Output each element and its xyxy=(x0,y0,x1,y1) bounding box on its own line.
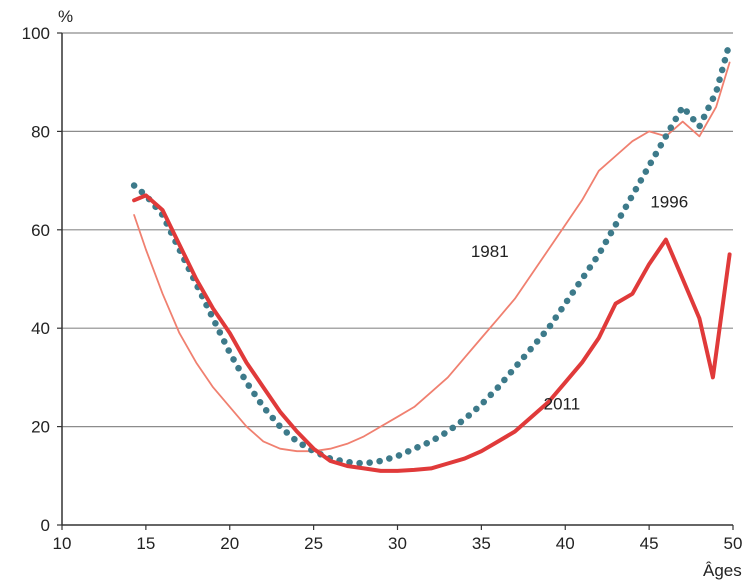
series-layer xyxy=(130,39,733,473)
x-tick-label-35: 35 xyxy=(472,534,491,553)
x-tick-label-20: 20 xyxy=(220,534,239,553)
x-tick-label-45: 45 xyxy=(640,534,659,553)
series-label-1981: 1981 xyxy=(471,242,509,261)
x-tick-label-50: 50 xyxy=(724,534,743,553)
y-tick-label-40: 40 xyxy=(31,319,50,338)
y-tick-label-20: 20 xyxy=(31,418,50,437)
x-tick-label-30: 30 xyxy=(388,534,407,553)
x-tick-label-40: 40 xyxy=(556,534,575,553)
x-tick-label-15: 15 xyxy=(136,534,155,553)
y-tick-label-60: 60 xyxy=(31,221,50,240)
grid-lines xyxy=(62,32,733,428)
series-1981-line xyxy=(133,61,731,453)
series-2011-line xyxy=(132,193,732,473)
x-tick-label-10: 10 xyxy=(53,534,72,553)
x-axis-label: Âges xyxy=(703,561,742,580)
y-tick-labels: 0 20 40 60 80 100 xyxy=(22,24,50,535)
y-tick-label-0: 0 xyxy=(41,516,50,535)
series-1996-line xyxy=(130,39,733,467)
series-label-1996: 1996 xyxy=(650,193,688,212)
y-axis-label: % xyxy=(58,7,73,26)
axes xyxy=(57,32,734,530)
series-annotations: 1981 1996 2011 xyxy=(471,193,688,414)
series-label-2011: 2011 xyxy=(544,394,581,413)
x-tick-labels: 10 15 20 25 30 35 40 45 50 xyxy=(53,534,743,553)
y-tick-label-80: 80 xyxy=(31,122,50,141)
y-tick-label-100: 100 xyxy=(22,24,50,43)
x-tick-label-25: 25 xyxy=(304,534,323,553)
